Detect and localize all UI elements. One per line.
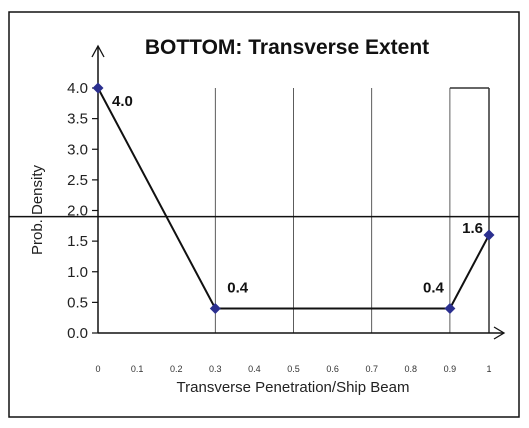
data-markers bbox=[92, 82, 495, 314]
x-tick-label: 0.3 bbox=[209, 364, 222, 374]
x-tick-label: 0.5 bbox=[287, 364, 300, 374]
x-axis-arrow-icon bbox=[493, 326, 506, 340]
y-tick-label: 1.0 bbox=[67, 264, 88, 281]
y-tick-label: 3.5 bbox=[67, 111, 88, 128]
y-tick-label: 2.5 bbox=[67, 172, 88, 189]
data-point-marker bbox=[444, 303, 456, 314]
y-tick-labels: 4.0 3.5 3.0 2.5 2.0 1.5 1.0 0.5 0.0 bbox=[67, 80, 98, 342]
x-tick-label: 0.8 bbox=[405, 364, 418, 374]
y-tick-label: 4.0 bbox=[67, 80, 88, 97]
x-axis-label: Transverse Penetration/Ship Beam bbox=[177, 379, 410, 396]
data-point-marker bbox=[92, 82, 104, 94]
gridlines bbox=[214, 87, 490, 333]
x-tick-label: 0.1 bbox=[131, 364, 144, 374]
y-tick-label: 0.5 bbox=[67, 294, 88, 311]
y-tick-label: 0.0 bbox=[67, 325, 88, 342]
data-point-marker bbox=[483, 229, 495, 241]
y-tick-label: 1.5 bbox=[67, 233, 88, 250]
x-tick-label: 0.7 bbox=[365, 364, 378, 374]
outer-border bbox=[8, 11, 520, 418]
x-tick-label: 1 bbox=[486, 364, 491, 374]
data-point-label: 4.0 bbox=[112, 93, 133, 110]
y-axis-label: Prob. Density bbox=[29, 164, 46, 255]
x-tick-label: 0 bbox=[95, 364, 100, 374]
series-line bbox=[97, 87, 490, 310]
data-labels: 4.0 0.4 0.4 1.6 bbox=[112, 93, 483, 297]
data-point-label: 0.4 bbox=[423, 280, 445, 297]
x-tick-label: 0.9 bbox=[444, 364, 457, 374]
y-tick-label: 2.0 bbox=[67, 203, 88, 220]
x-tick-labels: 0 0.1 0.2 0.3 0.4 0.5 0.6 0.7 0.8 0.9 1 bbox=[95, 364, 491, 374]
chart-title: BOTTOM: Transverse Extent bbox=[145, 36, 429, 59]
y-axis-arrow-icon bbox=[91, 44, 105, 58]
x-tick-label: 0.6 bbox=[326, 364, 339, 374]
data-point-label: 1.6 bbox=[462, 220, 483, 237]
x-tick-label: 0.2 bbox=[170, 364, 183, 374]
data-point-marker bbox=[209, 303, 221, 314]
data-point-label: 0.4 bbox=[227, 280, 249, 297]
y-tick-label: 3.0 bbox=[67, 141, 88, 158]
x-tick-label: 0.4 bbox=[248, 364, 261, 374]
